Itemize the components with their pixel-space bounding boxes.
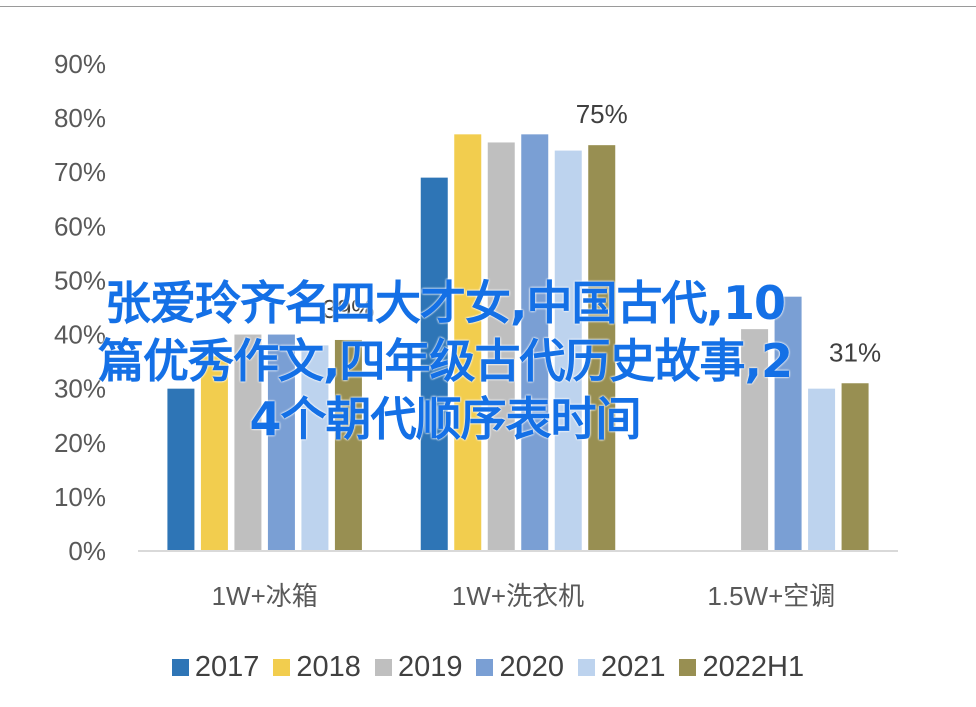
y-tick-label: 20% xyxy=(54,428,106,458)
x-axis: 1W+冰箱 1W+洗衣机 1.5W+空调 xyxy=(212,581,836,611)
y-tick-label: 40% xyxy=(54,320,106,350)
y-tick-label: 30% xyxy=(54,374,106,404)
legend-swatch xyxy=(171,659,189,676)
x-category-label: 1W+洗衣机 xyxy=(452,581,584,611)
data-label: 31% xyxy=(829,337,881,367)
y-axis: 0% 10% 20% 30% 40% 50% 60% 70% 80% 90% xyxy=(54,49,106,566)
y-tick-label: 80% xyxy=(54,103,106,133)
bar-2017-0 xyxy=(167,388,195,551)
legend-item-2021: 2021 xyxy=(577,651,666,684)
legend-label: 2018 xyxy=(296,651,361,683)
legend: 2017 2018 2019 2020 2021 2022H1 xyxy=(0,651,976,684)
legend-label: 2017 xyxy=(194,651,260,683)
bar-2018-1 xyxy=(454,134,482,551)
bar-2020-1 xyxy=(521,134,549,551)
bars xyxy=(167,134,869,552)
bar-2020-0 xyxy=(267,334,295,551)
overlay-line-1: 张爱玲齐名四大才女,中国古代,10 xyxy=(105,276,786,330)
y-tick-label: 10% xyxy=(54,482,106,512)
legend-item-2017: 2017 xyxy=(171,651,260,684)
bar-2021-2 xyxy=(808,388,836,551)
overlay-title: 张爱玲齐名四大才女,中国古代,10 篇优秀作文,四年级古代历史故事,2 4个朝代… xyxy=(10,274,880,448)
legend-label: 2019 xyxy=(397,651,463,683)
y-tick-label: 60% xyxy=(54,211,106,241)
legend-swatch xyxy=(374,659,392,676)
legend-item-2018: 2018 xyxy=(273,651,361,684)
bar-2022H1-0 xyxy=(334,339,362,551)
y-tick-label: 0% xyxy=(68,536,106,566)
data-labels: 39% 75% 31% xyxy=(322,99,881,367)
legend-item-2020: 2020 xyxy=(476,651,564,684)
y-tick-label: 50% xyxy=(54,265,106,295)
legend-label: 2021 xyxy=(600,651,666,683)
legend-swatch xyxy=(577,659,595,676)
legend-swatch xyxy=(679,659,697,676)
legend-label: 2022H1 xyxy=(702,651,805,683)
legend-item-2019: 2019 xyxy=(374,651,463,684)
x-category-label: 1W+冰箱 xyxy=(212,581,318,611)
legend-item-2022H1: 2022H1 xyxy=(679,651,804,684)
data-label: 75% xyxy=(576,99,628,129)
bar-2019-0 xyxy=(234,334,262,551)
bar-2019-2 xyxy=(741,329,769,551)
bar-2022H1-2 xyxy=(841,383,869,551)
bar-2021-0 xyxy=(301,345,329,551)
y-tick-label: 70% xyxy=(54,157,106,187)
legend-swatch xyxy=(273,659,291,676)
bar-2017-1 xyxy=(420,177,448,551)
legend-label: 2020 xyxy=(499,651,564,683)
bar-2021-1 xyxy=(554,150,582,552)
data-label: 39% xyxy=(322,294,374,324)
top-rule xyxy=(0,6,976,7)
bar-chart: 0% 10% 20% 30% 40% 50% 60% 70% 80% 90% 1W+冰箱 1W+洗衣… xyxy=(54,49,898,611)
x-category-label: 1.5W+空调 xyxy=(707,581,835,611)
overlay-line-2: 篇优秀作文,四年级古代历史故事,2 xyxy=(98,334,793,388)
overlay-line-3: 4个朝代顺序表时间 xyxy=(249,392,641,446)
bar-2022H1-1 xyxy=(588,145,616,551)
bar-2018-0 xyxy=(200,356,228,551)
bar-2019-1 xyxy=(487,142,515,551)
y-tick-label: 90% xyxy=(54,49,106,79)
legend-swatch xyxy=(476,659,494,676)
bar-2020-2 xyxy=(774,296,802,551)
